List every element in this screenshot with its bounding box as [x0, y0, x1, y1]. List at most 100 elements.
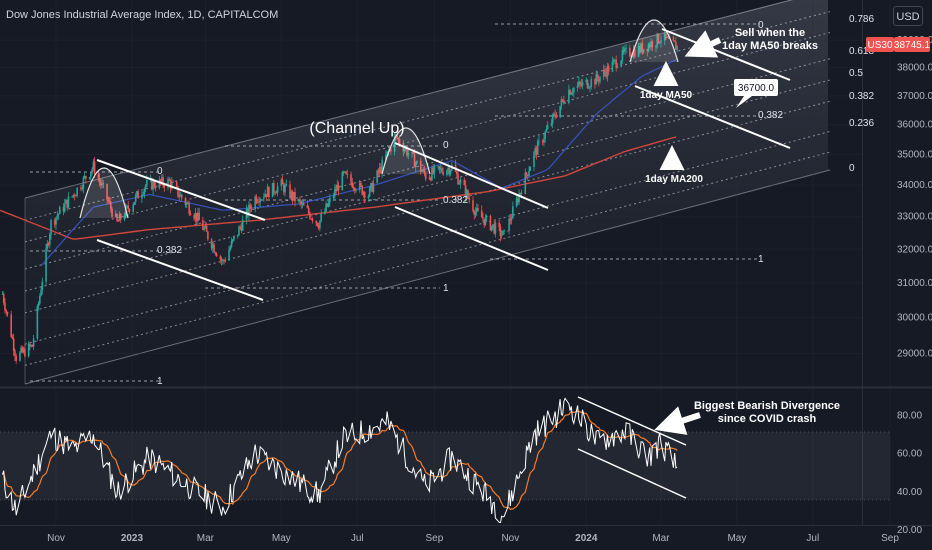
candle-body [332, 196, 335, 198]
candle-body [606, 65, 609, 77]
candle-body [376, 170, 378, 183]
candle-body [508, 218, 510, 231]
candle-body [12, 338, 15, 351]
candle-body [406, 147, 408, 156]
candle-body [162, 177, 164, 185]
candle-body [341, 172, 344, 191]
candle-body [675, 42, 677, 50]
candle-body [10, 314, 13, 337]
candle-body [320, 214, 322, 221]
candle-body [329, 197, 331, 203]
candle-body [66, 199, 69, 208]
rsi-axis[interactable]: 20.00 40.00 60.00 80.00 [897, 410, 922, 536]
candle-body [641, 43, 644, 53]
candle-body [203, 227, 205, 230]
target-callout-tail [736, 96, 752, 108]
rsi-ma-line [1, 410, 678, 511]
candle-body [72, 194, 75, 197]
candle-body [36, 306, 39, 339]
candle-body [467, 190, 469, 198]
candle-body [256, 201, 259, 203]
trend-line-2a[interactable] [394, 142, 549, 209]
candle-body [198, 212, 200, 221]
trend-line-3b[interactable] [634, 85, 791, 149]
trend-line-1b[interactable] [96, 239, 264, 301]
candle-body [362, 192, 365, 195]
candle-body [475, 208, 478, 212]
candle-body [220, 259, 223, 261]
trend-line-3a[interactable] [661, 28, 791, 81]
last-price-badge [894, 37, 930, 52]
price-tick-label: 33000.0 [897, 212, 932, 223]
trend-line-1a[interactable] [96, 159, 266, 221]
channel-fib-line [24, 130, 831, 345]
candle-body [517, 198, 519, 203]
time-tick-label: Mar [652, 533, 670, 544]
candle-body [240, 227, 243, 231]
candle-body [19, 352, 21, 361]
candle-body [285, 184, 288, 186]
candle-body [381, 159, 383, 173]
time-tick-label: Sep [881, 533, 899, 544]
candle-body [163, 184, 166, 188]
candle-body [411, 152, 413, 154]
candle-body [83, 176, 86, 178]
divergence-line-top[interactable] [577, 396, 687, 446]
currency-button[interactable]: USD [893, 6, 923, 26]
candle-body [37, 303, 40, 307]
candle-body [236, 234, 239, 237]
candle-body [485, 215, 488, 218]
time-tick-label: May [727, 533, 746, 544]
candle-body [416, 161, 418, 163]
candle-body [648, 44, 651, 48]
time-axis[interactable]: Nov 2023 Mar May Jul Sep Nov 2024 Mar May Jul Sep [47, 533, 899, 544]
candle-body [477, 208, 479, 211]
candle-body [551, 114, 554, 124]
candle-body [520, 192, 523, 194]
candle-body [297, 199, 300, 202]
candle-body [413, 153, 416, 168]
candle-body [586, 79, 589, 89]
candle-body [483, 219, 486, 226]
candle-body [571, 92, 574, 94]
channel-fib-line [24, 100, 831, 314]
candle-body [656, 33, 659, 46]
divergence-line-bottom[interactable] [577, 448, 687, 499]
candle-body [599, 76, 601, 82]
candle-body [46, 243, 49, 249]
candle-body [482, 217, 484, 220]
candle-body [75, 195, 77, 197]
candle-body [596, 73, 599, 80]
candle-body [71, 196, 73, 197]
candle-body [229, 247, 232, 251]
fib-level-label: 0.382 [443, 195, 468, 206]
candle-body [345, 171, 347, 174]
candle-body [202, 220, 204, 230]
candle-body [458, 183, 461, 185]
candle-body [222, 260, 224, 262]
trend-line-2b[interactable] [394, 206, 549, 271]
candle-body [117, 220, 120, 222]
candle-body [637, 46, 640, 57]
fib-level-label: 0.382 [157, 245, 182, 256]
candle-body [355, 189, 357, 191]
candle-body [555, 116, 558, 118]
candle-body [500, 234, 503, 237]
candle-body [14, 350, 16, 356]
last-price-text: 38745.1 [894, 40, 931, 51]
fib-level-label: 1 [443, 283, 449, 294]
candle-body [642, 48, 645, 53]
time-tick-label: Mar [197, 533, 215, 544]
candle-body [101, 183, 103, 186]
candle-body [29, 343, 31, 347]
candle-body [441, 168, 443, 173]
rsi-line [2, 397, 678, 523]
trend-lines [96, 28, 791, 301]
price-axis[interactable]: 29000.0 30000.0 31000.0 32000.0 33000.0 34000… [897, 35, 932, 359]
price-tick-label: 29000.0 [897, 348, 932, 359]
candle-body [672, 36, 675, 41]
symbol-badge-text: US30 [867, 40, 892, 51]
candle-body [98, 178, 101, 182]
fib-level-label: 0 [849, 163, 855, 174]
candle-body [230, 241, 233, 248]
